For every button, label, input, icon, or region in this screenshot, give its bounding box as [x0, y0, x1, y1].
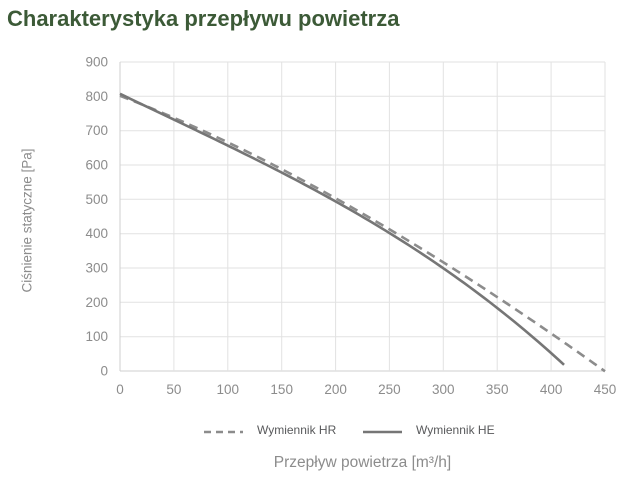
svg-text:300: 300 [432, 382, 455, 397]
svg-text:700: 700 [85, 123, 108, 138]
svg-text:100: 100 [217, 382, 240, 397]
svg-text:200: 200 [85, 295, 108, 310]
svg-text:400: 400 [85, 226, 108, 241]
svg-text:400: 400 [540, 382, 563, 397]
svg-text:500: 500 [85, 192, 108, 207]
svg-text:900: 900 [85, 55, 108, 70]
svg-text:0: 0 [100, 364, 108, 379]
svg-text:100: 100 [85, 329, 108, 344]
svg-text:0: 0 [116, 382, 124, 397]
svg-text:300: 300 [85, 261, 108, 276]
svg-text:350: 350 [486, 382, 509, 397]
svg-text:450: 450 [594, 382, 617, 397]
svg-text:250: 250 [378, 382, 401, 397]
svg-text:50: 50 [166, 382, 181, 397]
svg-text:200: 200 [324, 382, 347, 397]
svg-text:600: 600 [85, 158, 108, 173]
svg-text:150: 150 [270, 382, 293, 397]
svg-text:800: 800 [85, 89, 108, 104]
